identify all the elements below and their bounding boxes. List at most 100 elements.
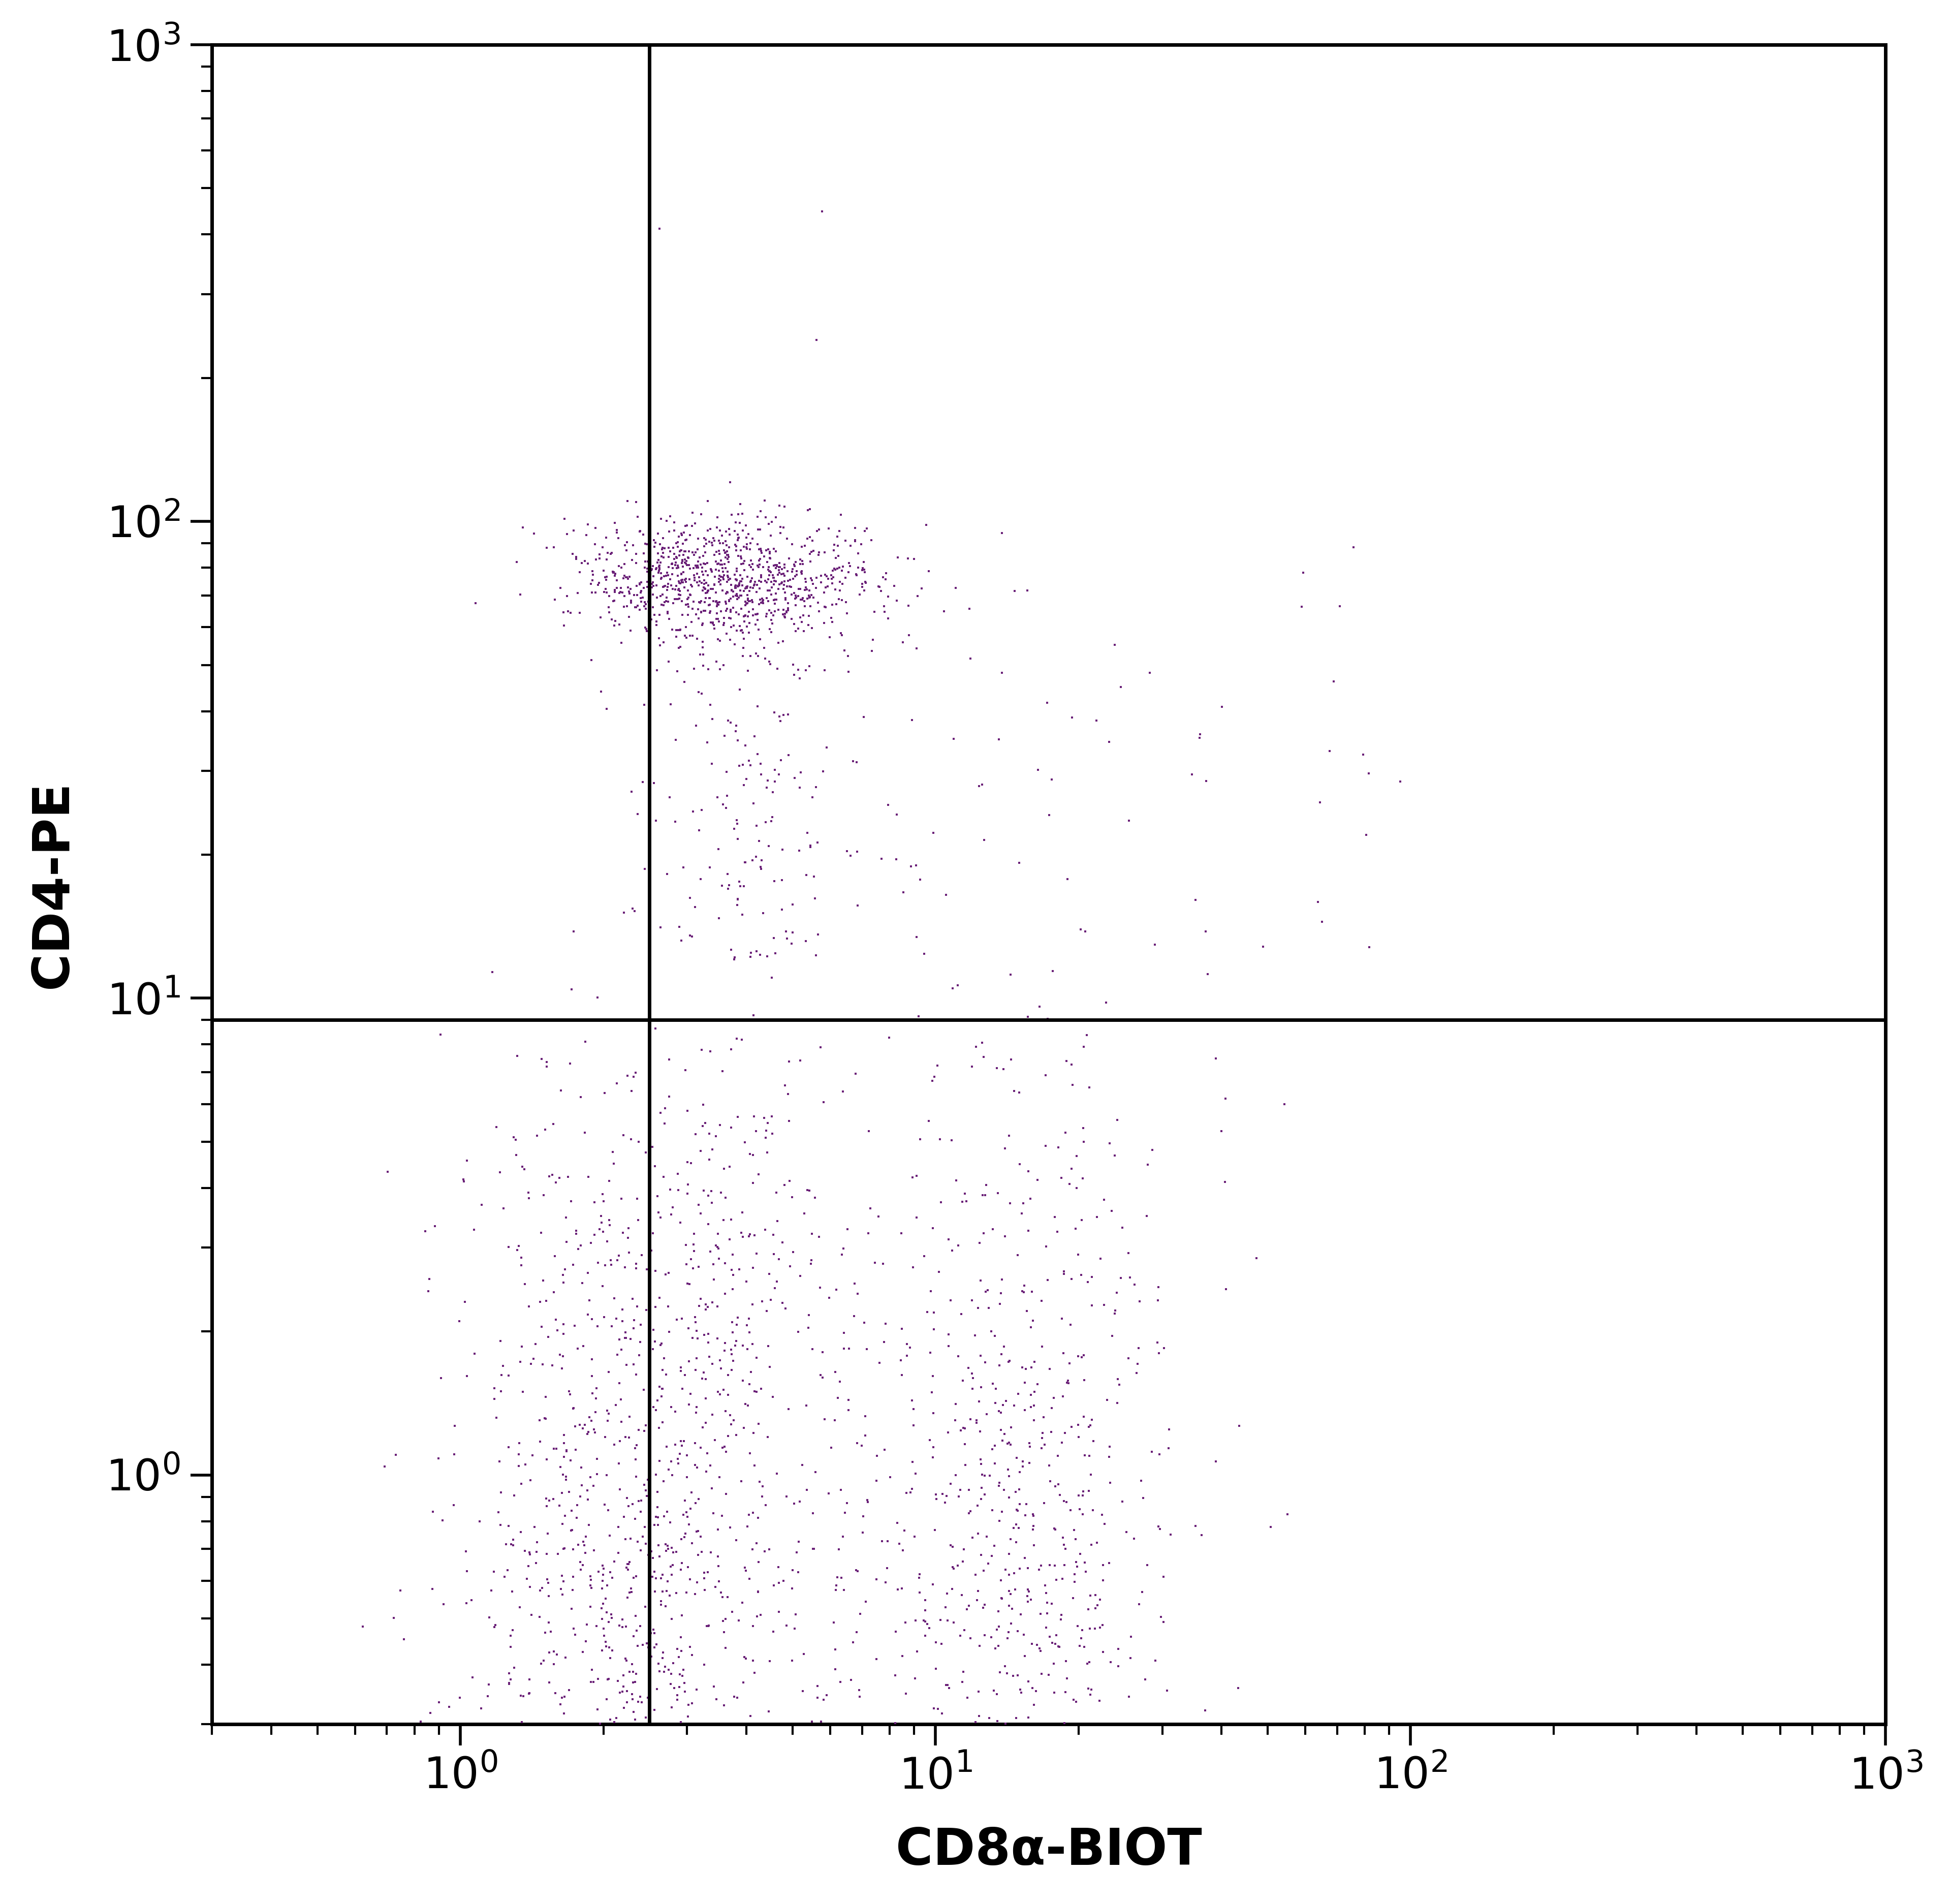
Point [728, 531, 759, 562]
Point [1223, 1411, 1254, 1441]
Point [494, 1668, 525, 1698]
Point [722, 554, 753, 585]
Point [1065, 1622, 1096, 1653]
Point [599, 605, 630, 636]
Point [769, 569, 800, 600]
Point [778, 659, 810, 689]
Point [831, 598, 862, 628]
Point [778, 550, 810, 581]
Point [917, 817, 948, 847]
Point [940, 573, 972, 604]
Point [640, 1502, 671, 1533]
Point [1026, 1422, 1057, 1453]
Point [607, 1217, 638, 1247]
Point [667, 1500, 698, 1531]
Point [630, 1592, 661, 1622]
Point [724, 508, 755, 539]
Point [767, 1287, 798, 1318]
Point [486, 1325, 517, 1356]
Point [833, 657, 864, 687]
Point [659, 506, 691, 537]
Point [669, 1668, 700, 1698]
Point [933, 1319, 964, 1350]
Point [648, 1373, 679, 1403]
Point [741, 577, 773, 607]
Point [695, 588, 726, 619]
Point [952, 1594, 983, 1624]
Point [1095, 1647, 1126, 1677]
Point [665, 1352, 697, 1382]
Point [1030, 1131, 1061, 1161]
Point [628, 583, 659, 613]
Point [589, 562, 620, 592]
Point [665, 1304, 697, 1335]
Point [849, 546, 880, 577]
Point [716, 1339, 747, 1369]
Point [685, 565, 716, 596]
Point [737, 548, 769, 579]
Point [1059, 1559, 1091, 1590]
Point [591, 1405, 622, 1436]
Point [1034, 800, 1065, 830]
Point [1040, 1472, 1071, 1502]
Point [714, 870, 745, 901]
Point [472, 1681, 503, 1712]
Point [849, 575, 880, 605]
Point [886, 1219, 917, 1249]
Point [730, 847, 761, 878]
Point [938, 1607, 970, 1637]
Point [695, 1342, 726, 1373]
Point [548, 1420, 579, 1451]
Point [620, 1253, 652, 1283]
Point [583, 1556, 615, 1586]
Point [1018, 1510, 1050, 1540]
Point [739, 1377, 771, 1407]
Point [985, 1565, 1016, 1596]
Point [991, 1386, 1022, 1417]
Point [720, 516, 751, 546]
Point [583, 1247, 615, 1278]
Point [617, 777, 648, 807]
Point [714, 596, 745, 626]
Point [1145, 1514, 1176, 1544]
Point [642, 655, 673, 685]
Point [691, 529, 722, 560]
Point [933, 1331, 964, 1361]
Point [663, 522, 695, 552]
Point [640, 805, 671, 836]
Point [892, 543, 923, 573]
Point [798, 569, 829, 600]
Point [681, 537, 712, 567]
Point [611, 1483, 642, 1514]
Point [1139, 929, 1171, 960]
Point [648, 543, 679, 573]
Point [1143, 1272, 1175, 1302]
Point [632, 546, 663, 577]
Point [710, 543, 741, 573]
Point [667, 567, 698, 598]
Point [755, 537, 786, 567]
Point [599, 609, 630, 640]
Point [724, 569, 755, 600]
Point [663, 579, 695, 609]
Point [792, 1312, 823, 1342]
Point [1048, 1257, 1079, 1287]
Point [1061, 1173, 1093, 1203]
Point [683, 594, 714, 625]
Point [737, 524, 769, 554]
Point [689, 569, 720, 600]
Point [1009, 1396, 1040, 1426]
Point [739, 1656, 771, 1687]
Point [860, 1563, 892, 1594]
Point [503, 1230, 535, 1260]
Point [767, 895, 798, 925]
Point [406, 1706, 437, 1736]
Point [856, 636, 888, 666]
Point [642, 1649, 673, 1679]
Point [1011, 1354, 1042, 1384]
Point [734, 617, 765, 647]
Point [566, 1453, 597, 1483]
Point [743, 533, 775, 564]
Point [946, 1546, 977, 1577]
Point [671, 1577, 702, 1607]
